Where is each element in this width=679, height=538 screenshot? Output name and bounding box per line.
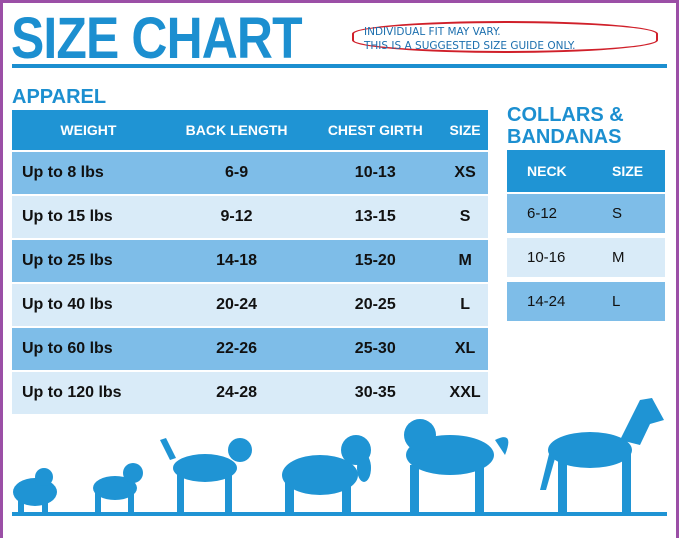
table-row: Up to 25 lbs 14-18 15-20 M xyxy=(12,240,488,282)
dog-spaniel-icon xyxy=(282,435,371,513)
cell: Up to 40 lbs xyxy=(12,284,165,326)
cell: S xyxy=(442,196,488,238)
apparel-table: WEIGHT BACK LENGTH CHEST GIRTH SIZE Up t… xyxy=(12,108,488,416)
table-header: NECK SIZE xyxy=(507,150,665,192)
cell: L xyxy=(442,284,488,326)
cell: Up to 25 lbs xyxy=(12,240,165,282)
cell: 13-15 xyxy=(308,196,443,238)
header-chest-girth: CHEST GIRTH xyxy=(308,110,443,150)
collars-heading-line: COLLARS & xyxy=(507,104,624,126)
cell: Up to 15 lbs xyxy=(12,196,165,238)
table-row: 10-16 M xyxy=(507,238,665,280)
cell: XS xyxy=(442,152,488,194)
table-row: Up to 15 lbs 9-12 13-15 S xyxy=(12,196,488,238)
header-size: SIZE xyxy=(591,150,665,192)
cell: 6-12 xyxy=(507,194,592,236)
dog-pomeranian-icon xyxy=(13,468,57,513)
cell: 20-25 xyxy=(308,284,443,326)
apparel-heading: APPAREL xyxy=(12,86,107,108)
cell: 22-26 xyxy=(164,328,309,370)
cell: 15-20 xyxy=(308,240,443,282)
cell: Up to 120 lbs xyxy=(12,372,165,414)
cell: M xyxy=(442,240,488,282)
dog-pug-icon xyxy=(93,463,143,513)
dog-husky-icon xyxy=(404,419,509,513)
table-row: 6-12 S xyxy=(507,194,665,236)
table-row: Up to 120 lbs 24-28 30-35 XXL xyxy=(12,372,488,414)
cell: M xyxy=(591,238,665,280)
cell: Up to 8 lbs xyxy=(12,152,165,194)
cell: 10-16 xyxy=(507,238,592,280)
page-title: SIZE CHART xyxy=(11,6,303,71)
cell: 10-13 xyxy=(308,152,443,194)
cell: 30-35 xyxy=(308,372,443,414)
header-size: SIZE xyxy=(442,110,488,150)
cell: 20-24 xyxy=(164,284,309,326)
dog-beagle-icon xyxy=(160,438,252,513)
dog-great-dane-icon xyxy=(540,398,664,513)
notice-line: THIS IS A SUGGESTED SIZE GUIDE ONLY. xyxy=(364,40,576,52)
cell: 9-12 xyxy=(164,196,309,238)
cell: 14-18 xyxy=(164,240,309,282)
cell: XXL xyxy=(442,372,488,414)
title-divider xyxy=(12,64,667,68)
cell: 24-28 xyxy=(164,372,309,414)
cell: 14-24 xyxy=(507,282,592,324)
cell: XL xyxy=(442,328,488,370)
cell: S xyxy=(591,194,665,236)
table-row: Up to 60 lbs 22-26 25-30 XL xyxy=(12,328,488,370)
header-neck: NECK xyxy=(507,150,592,192)
table-row: 14-24 L xyxy=(507,282,665,324)
collars-table: NECK SIZE 6-12 S 10-16 M 14-24 L xyxy=(507,148,665,326)
dog-silhouettes-illustration xyxy=(12,398,667,516)
table-row: Up to 8 lbs 6-9 10-13 XS xyxy=(12,152,488,194)
cell: 6-9 xyxy=(164,152,309,194)
notice-line: INDIVIDUAL FIT MAY VARY. xyxy=(364,26,501,38)
collars-heading: COLLARS & BANDANAS xyxy=(507,104,624,148)
cell: Up to 60 lbs xyxy=(12,328,165,370)
table-header: WEIGHT BACK LENGTH CHEST GIRTH SIZE xyxy=(12,110,488,150)
cell: 25-30 xyxy=(308,328,443,370)
table-row: Up to 40 lbs 20-24 20-25 L xyxy=(12,284,488,326)
cell: L xyxy=(591,282,665,324)
ground-line xyxy=(12,512,667,516)
header-weight: WEIGHT xyxy=(12,110,165,150)
fit-notice: INDIVIDUAL FIT MAY VARY. THIS IS A SUGGE… xyxy=(352,21,658,53)
collars-heading-line: BANDANAS xyxy=(507,126,622,148)
header-back-length: BACK LENGTH xyxy=(164,110,309,150)
